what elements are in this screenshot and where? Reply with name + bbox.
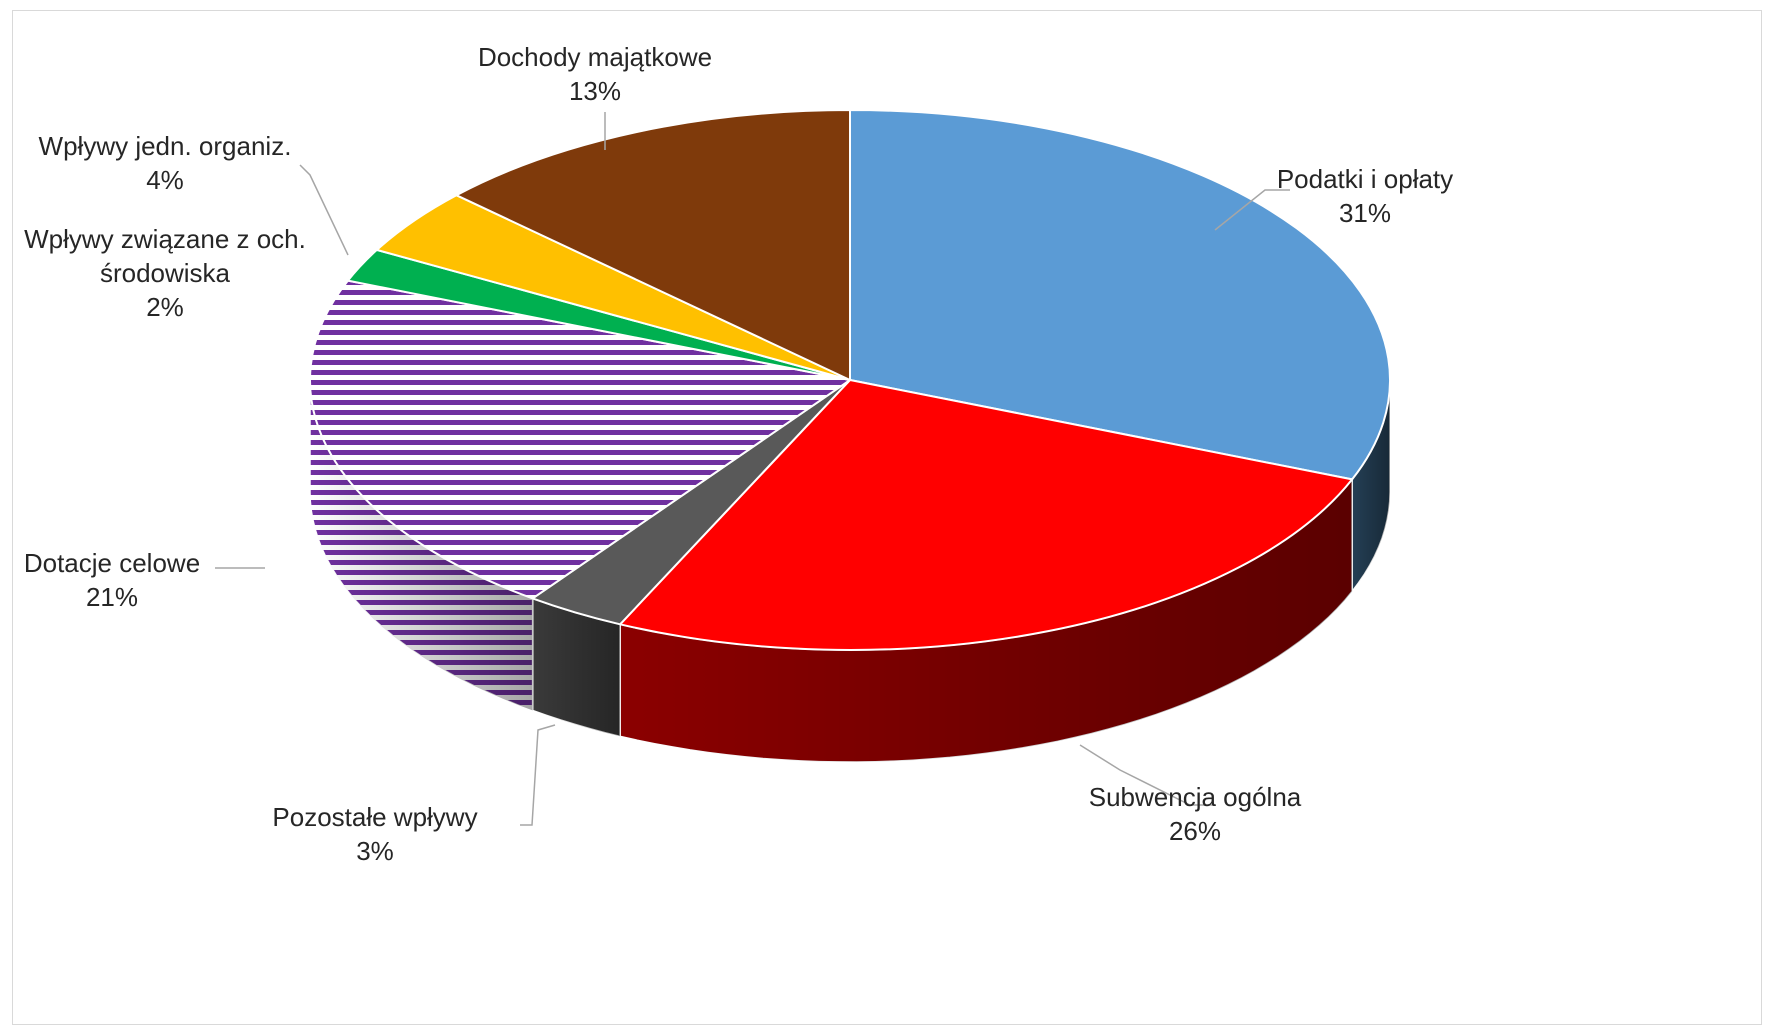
data-label-name-dotacje-celowe: Dotacje celowe [24,548,200,578]
side-shade-pozostale-wplywy [532,598,621,737]
data-label-name-wplywy-jedn-organiz: Wpływy jedn. organiz. [39,131,292,161]
data-label-percent-dotacje-celowe: 21% [86,582,138,612]
data-label-dochody-majatkowe: Dochody majątkowe 13% [478,42,712,106]
slice-podatki-i-oplaty [849,109,1391,481]
data-label-pozostale-wplywy: Pozostałe wpływy 3% [272,802,477,866]
slice-dochody-majatkowe [455,109,851,381]
data-label-percent-subwencja-ogolna: 26% [1169,816,1221,846]
data-label-name-dochody-majatkowe: Dochody majątkowe [478,42,712,72]
data-label-name-wplywy-zwiazane-z-och-srodowiska: Wpływy związane z och. [24,224,306,254]
data-label-name-pozostale-wplywy: Pozostałe wpływy [272,802,477,832]
side-shade-subwencja-ogolna [620,479,1353,762]
data-labels: Podatki i opłaty 31% Subwencja ogólna 26% Po… [24,42,1453,866]
leader-lines [215,112,1290,826]
data-label-wplywy-zwiazane-z-och-srodowiska: Wpływy związane z och. środowiska 2% [24,224,306,322]
slice-dotacje-celowe [309,279,851,600]
pie-tops [309,109,1391,651]
data-label-wplywy-jedn-organiz: Wpływy jedn. organiz. 4% [39,131,292,195]
data-label-name-wplywy-zwiazane-z-och-srodowiska: środowiska [100,258,231,288]
data-label-dotacje-celowe: Dotacje celowe 21% [24,548,200,612]
leader-line-pozostale-wplywy [520,724,556,826]
leader-line-wplywy-jedn-organiz [299,164,349,256]
data-label-percent-pozostale-wplywy: 3% [356,836,394,866]
data-label-percent-wplywy-zwiazane-z-och-srodowiska: 2% [146,292,184,322]
leader-line-subwencja-ogolna [1079,744,1215,806]
data-label-percent-dochody-majatkowe: 13% [569,76,621,106]
data-label-podatki-i-oplaty: Podatki i opłaty 31% [1277,164,1453,228]
data-label-subwencja-ogolna: Subwencja ogólna 26% [1089,782,1302,846]
data-label-percent-wplywy-jedn-organiz: 4% [146,165,184,195]
data-label-name-podatki-i-oplaty: Podatki i opłaty [1277,164,1453,194]
leader-line-podatki-i-oplaty [1214,189,1290,231]
slice-subwencja-ogolna [619,379,1354,651]
data-label-percent-podatki-i-oplaty: 31% [1339,198,1391,228]
data-label-name-subwencja-ogolna: Subwencja ogólna [1089,782,1302,812]
